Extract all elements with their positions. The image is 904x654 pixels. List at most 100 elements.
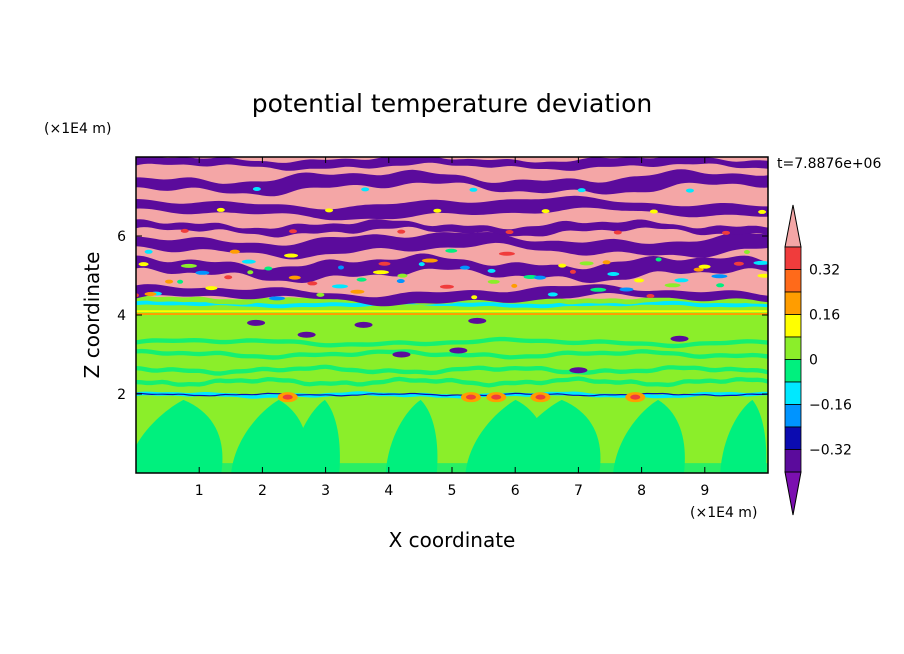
y-tick-label: 6 xyxy=(117,229,126,245)
x-axis-unit: (×1E4 m) xyxy=(690,505,757,521)
mixing-blob xyxy=(685,188,694,193)
mixing-blob xyxy=(361,187,370,192)
mixing-blob xyxy=(577,188,586,193)
mixing-blob xyxy=(418,262,425,267)
mixing-blob xyxy=(590,287,607,292)
contour-field xyxy=(136,157,768,473)
x-axis-ticks: 1 2 3 4 5 6 7 8 9 xyxy=(195,157,709,499)
purple-layer xyxy=(136,195,768,221)
mixing-blob xyxy=(547,292,558,297)
mixing-blob xyxy=(646,294,655,299)
mixing-blob xyxy=(498,251,515,256)
mixing-blob xyxy=(693,267,704,272)
plume xyxy=(720,399,767,473)
mixing-blob xyxy=(634,278,645,283)
y-axis-unit: (×1E4 m) xyxy=(44,121,111,137)
colorbar-swatch xyxy=(784,359,802,383)
mixing-blob xyxy=(284,253,299,258)
eddy xyxy=(569,367,588,374)
x-tick-label: 6 xyxy=(511,483,520,499)
mixing-blob xyxy=(241,259,256,264)
mixing-blob xyxy=(445,248,458,253)
mixing-blob xyxy=(144,291,157,296)
mixing-blob xyxy=(505,230,514,235)
colorbar: 0.32 0.16 0 −0.16 −0.32 xyxy=(784,204,852,516)
streak xyxy=(136,348,768,360)
mixing-blob xyxy=(469,187,478,192)
mixing-blob xyxy=(613,230,622,235)
streak xyxy=(136,376,768,388)
plume xyxy=(136,399,223,473)
mixing-blob xyxy=(471,295,478,300)
x-tick-label: 3 xyxy=(321,483,330,499)
mixing-blob xyxy=(733,261,744,266)
mixing-blob xyxy=(247,270,254,275)
mixing-blob xyxy=(269,296,286,301)
colorbar-top-arrow xyxy=(784,204,802,248)
hot-spot xyxy=(465,394,476,400)
colorbar-swatch xyxy=(784,314,802,338)
hot-spot xyxy=(535,394,546,400)
eddy xyxy=(468,317,487,324)
eddy xyxy=(449,347,468,354)
mixing-blob xyxy=(753,260,768,265)
mixing-blob xyxy=(511,283,518,288)
mixing-blob xyxy=(619,287,634,292)
mixing-blob xyxy=(180,263,197,268)
mixing-blob xyxy=(433,208,442,213)
mixing-blob xyxy=(356,277,367,282)
mixing-blob xyxy=(602,260,611,265)
mixing-blob xyxy=(607,272,620,277)
mixing-blob xyxy=(649,209,658,214)
plume xyxy=(231,399,309,473)
colorbar-label: 0.32 xyxy=(809,263,840,279)
mixing-blob xyxy=(264,266,273,271)
mixing-blob xyxy=(664,283,681,288)
eddy xyxy=(670,335,689,342)
colorbar-label: 0.16 xyxy=(809,308,840,324)
colorbar-bottom-arrow xyxy=(784,471,802,516)
y-tick-label: 4 xyxy=(117,308,126,324)
mixing-blob xyxy=(378,261,391,266)
mixing-blob xyxy=(558,263,567,268)
plume xyxy=(385,399,438,473)
colorbar-label: −0.32 xyxy=(809,443,852,459)
stratum xyxy=(136,310,768,313)
mixing-blob xyxy=(316,292,325,297)
mixing-blob xyxy=(252,186,261,191)
colorbar-swatch xyxy=(784,381,802,405)
mixing-blob xyxy=(325,208,334,213)
x-tick-label: 4 xyxy=(384,483,393,499)
mixing-blob xyxy=(711,274,728,279)
mixing-blob xyxy=(397,229,406,234)
mixing-blob xyxy=(487,268,496,273)
y-axis-label: Z coordinate xyxy=(80,252,104,379)
mixing-blob xyxy=(372,270,389,275)
mixing-blob xyxy=(722,230,731,235)
colorbar-swatch xyxy=(784,449,802,473)
mixing-blob xyxy=(487,279,500,284)
x-tick-label: 9 xyxy=(700,483,709,499)
mixing-blob xyxy=(165,279,174,284)
mixing-blob xyxy=(743,250,750,255)
mixing-blob xyxy=(758,209,767,214)
purple-layer xyxy=(136,232,768,260)
colorbar-swatch xyxy=(784,404,802,428)
mixing-blob xyxy=(674,278,689,283)
purple-layer xyxy=(136,169,768,197)
x-tick-label: 2 xyxy=(258,483,267,499)
mixing-blob xyxy=(205,286,218,291)
x-tick-label: 5 xyxy=(448,483,457,499)
x-tick-label: 8 xyxy=(637,483,646,499)
streak xyxy=(136,364,768,376)
plume xyxy=(613,399,685,473)
purple-layer xyxy=(136,157,768,171)
y-tick-label: 2 xyxy=(117,387,126,403)
x-tick-label: 1 xyxy=(195,483,204,499)
x-axis-label: X coordinate xyxy=(389,528,516,552)
eddy xyxy=(297,331,316,338)
plume xyxy=(505,399,601,473)
mixing-blob xyxy=(757,273,768,278)
mixing-blob xyxy=(177,279,184,284)
mixing-blob xyxy=(307,281,318,286)
